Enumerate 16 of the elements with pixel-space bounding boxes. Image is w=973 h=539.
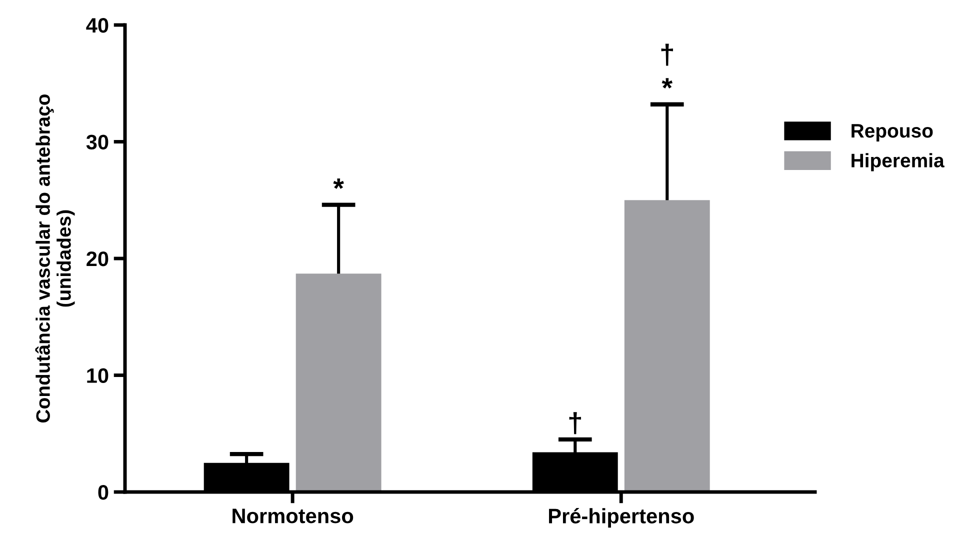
legend-label: Hiperemia <box>852 153 944 172</box>
y-tick-label: 20 <box>86 252 108 266</box>
legend-label: Repouso <box>852 124 933 142</box>
annotation: † <box>569 412 582 434</box>
annotation: * <box>333 178 344 189</box>
y-tick-label: 10 <box>87 368 108 384</box>
y-axis-title: Condutância vascular do antebraço (unidades) <box>35 94 75 422</box>
y-tick-label: 0 <box>98 485 108 500</box>
x-tick-label: Pré-hipertenso <box>549 508 694 528</box>
annotation: † <box>661 44 674 66</box>
annotation: * <box>662 78 673 88</box>
y-tick-label: 30 <box>86 134 108 150</box>
bar <box>296 274 382 492</box>
x-tick-label: Normotenso <box>232 508 354 524</box>
bar <box>624 200 710 492</box>
y-tick-label: 40 <box>86 18 108 33</box>
